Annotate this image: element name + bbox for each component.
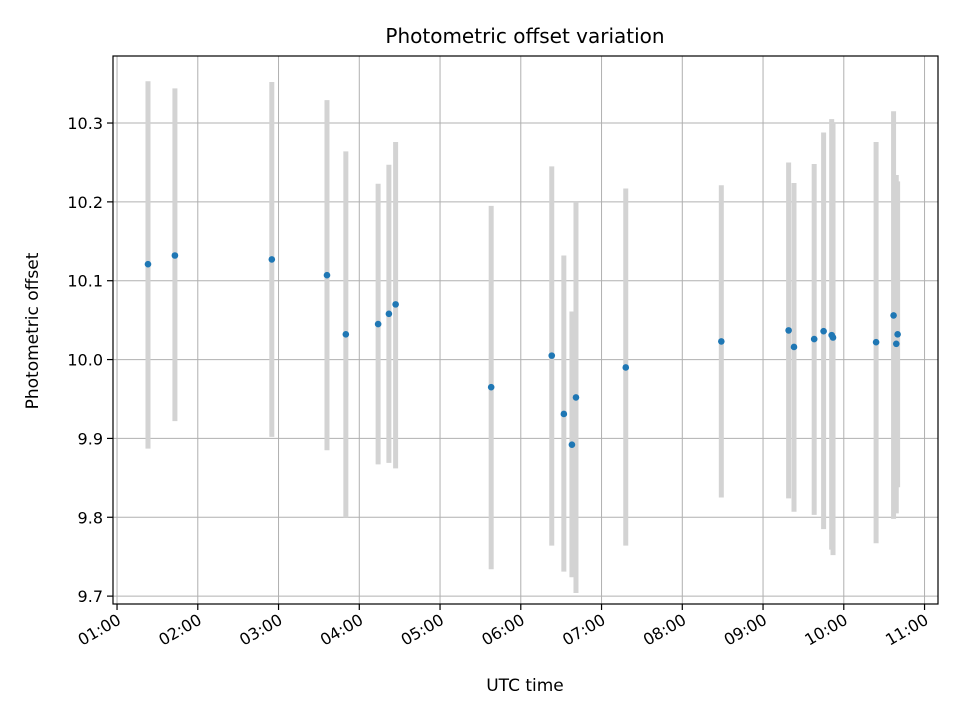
y-tick-label: 9.9 <box>78 429 103 448</box>
data-point <box>548 352 556 359</box>
data-point <box>568 441 576 449</box>
data-point <box>894 331 901 338</box>
data-point <box>487 383 495 391</box>
data-point <box>392 301 399 308</box>
data-point <box>144 260 152 268</box>
data-point <box>892 340 900 348</box>
data-point <box>560 410 568 418</box>
y-tick-label: 10.3 <box>67 114 103 133</box>
data-point <box>890 312 897 319</box>
tick-layer: 01:00 02:00 03:00 04:00 05:00 06:00 07:00 08:00… <box>67 114 931 649</box>
x-tick-label: 06:00 <box>478 610 527 650</box>
x-tick-label: 09:00 <box>721 610 770 650</box>
x-tick-label: 01:00 <box>75 610 124 650</box>
grid-layer <box>113 56 938 604</box>
data-point <box>785 327 792 334</box>
y-tick-label: 9.8 <box>78 508 103 527</box>
y-tick-label: 9.7 <box>78 587 103 606</box>
errorbar-layer <box>145 81 901 593</box>
y-tick-label: 10.1 <box>67 272 103 291</box>
data-point <box>268 256 276 263</box>
data-point <box>790 343 798 351</box>
x-tick-label: 03:00 <box>236 610 285 650</box>
data-point <box>385 310 393 318</box>
x-tick-label: 05:00 <box>398 610 447 650</box>
x-tick-label: 08:00 <box>640 610 689 650</box>
data-point <box>820 327 827 335</box>
x-tick-label: 04:00 <box>317 610 366 650</box>
marker-layer <box>144 252 901 449</box>
x-tick-label: 07:00 <box>559 610 608 650</box>
x-tick-label: 10:00 <box>801 610 850 650</box>
data-point <box>374 320 382 328</box>
data-point <box>171 252 179 259</box>
data-point <box>323 271 331 279</box>
y-tick-label: 10.2 <box>67 193 103 212</box>
data-point <box>622 364 630 371</box>
y-axis-label: Photometric offset <box>23 252 43 409</box>
y-tick-label: 10.0 <box>67 351 103 370</box>
data-point <box>829 334 837 341</box>
chart-title: Photometric offset variation <box>385 24 664 48</box>
plot-frame <box>112 55 939 605</box>
data-point <box>572 394 580 401</box>
data-point <box>872 338 880 346</box>
x-axis-label: UTC time <box>486 676 564 696</box>
data-point <box>810 335 818 343</box>
x-tick-label: 02:00 <box>155 610 204 650</box>
x-tick-label: 11:00 <box>882 610 931 650</box>
data-point <box>718 338 725 345</box>
data-point <box>342 331 350 338</box>
